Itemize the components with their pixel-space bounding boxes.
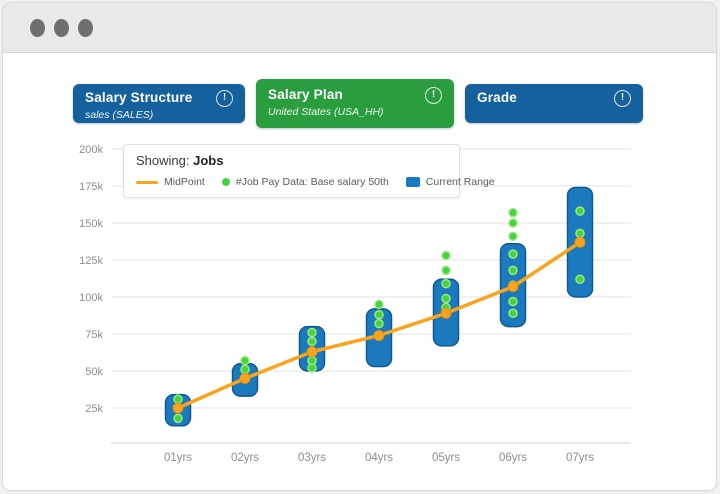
xtick-07yrs: 07yrs bbox=[566, 452, 594, 464]
legend-showing-title: Showing: Jobs bbox=[136, 153, 447, 168]
tab-salary-plan[interactable]: Salary Plan ! United States (USA_HH) bbox=[256, 79, 454, 128]
legend-item-current-range[interactable]: Current Range bbox=[405, 176, 495, 188]
ytick-175k: 175k bbox=[79, 181, 103, 193]
legend-label: #Job Pay Data: Base salary 50th bbox=[235, 176, 389, 188]
xtick-04yrs: 04yrs bbox=[365, 452, 393, 464]
info-icon[interactable]: ! bbox=[216, 90, 233, 107]
ytick-150k: 150k bbox=[79, 218, 103, 230]
pay-data-dot-swatch-icon bbox=[221, 178, 230, 186]
xtick-01yrs: 01yrs bbox=[164, 452, 192, 464]
window-dot-icon bbox=[54, 18, 69, 37]
pay-dot-05yrs-1[interactable] bbox=[441, 265, 451, 276]
info-icon[interactable]: ! bbox=[614, 90, 631, 107]
ytick-50k: 50k bbox=[85, 366, 103, 378]
legend-label: MidPoint bbox=[164, 176, 205, 188]
page-content: Salary Structure ! sales (SALES) Salary … bbox=[3, 53, 716, 490]
pay-dot-07yrs-1[interactable] bbox=[575, 228, 585, 239]
pay-dot-02yrs-0[interactable] bbox=[240, 355, 250, 366]
pay-dot-06yrs-4[interactable] bbox=[508, 265, 518, 276]
ytick-200k: 200k bbox=[79, 144, 103, 156]
midpoint-marker-07yrs[interactable] bbox=[574, 236, 586, 248]
midpoint-marker-06yrs[interactable] bbox=[507, 281, 519, 293]
ytick-125k: 125k bbox=[79, 255, 103, 267]
pay-dot-05yrs-0[interactable] bbox=[441, 250, 451, 261]
pay-dot-03yrs-1[interactable] bbox=[307, 336, 317, 347]
pay-dot-01yrs-2[interactable] bbox=[173, 413, 183, 424]
xtick-03yrs: 03yrs bbox=[298, 452, 326, 464]
pay-dot-07yrs-0[interactable] bbox=[575, 206, 585, 216]
salary-chart-area[interactable]: 25k 50k 75k 100k 125k 150k 175k 200k 01yrs 02yrs 0… bbox=[63, 141, 643, 481]
xtick-06yrs: 06yrs bbox=[499, 452, 527, 464]
pay-dot-04yrs-2[interactable] bbox=[374, 318, 384, 329]
pay-dot-04yrs-0[interactable] bbox=[374, 299, 384, 310]
chart-legend-card: Showing: Jobs MidPoint #Job Pay Data: Ba… bbox=[123, 144, 495, 198]
legend-label: Current Range bbox=[425, 176, 495, 188]
midpoint-line-swatch-icon bbox=[136, 180, 158, 184]
midpoint-marker-05yrs[interactable] bbox=[440, 307, 452, 319]
tab-title: Grade bbox=[477, 90, 518, 105]
tab-title: Salary Structure bbox=[85, 90, 193, 105]
pay-dot-06yrs-6[interactable] bbox=[508, 296, 518, 307]
window-dot-icon bbox=[30, 18, 45, 37]
info-icon[interactable]: ! bbox=[425, 87, 442, 104]
pay-dot-06yrs-1[interactable] bbox=[508, 218, 518, 228]
browser-chrome-bar bbox=[3, 3, 716, 53]
tab-grade[interactable]: Grade ! bbox=[465, 84, 643, 123]
tab-title: Salary Plan bbox=[268, 87, 343, 102]
legend-item-job-pay-data[interactable]: #Job Pay Data: Base salary 50th bbox=[221, 176, 389, 188]
salary-chart[interactable]: 25k 50k 75k 100k 125k 150k 175k 200k 01yrs 02yrs 0… bbox=[63, 141, 643, 481]
ytick-75k: 75k bbox=[85, 329, 103, 341]
window-dot-icon bbox=[78, 18, 93, 37]
pay-dot-07yrs-2[interactable] bbox=[575, 274, 585, 284]
legend-item-midpoint[interactable]: MidPoint bbox=[136, 176, 205, 188]
tab-subtitle: sales (SALES) bbox=[85, 109, 154, 121]
current-range-swatch-icon bbox=[405, 177, 420, 187]
pay-dot-05yrs-3[interactable] bbox=[441, 293, 451, 304]
ytick-25k: 25k bbox=[85, 403, 103, 415]
pay-dot-02yrs-1[interactable] bbox=[240, 364, 250, 375]
ytick-100k: 100k bbox=[79, 292, 103, 304]
pay-dot-05yrs-2[interactable] bbox=[441, 278, 451, 289]
pay-dot-03yrs-4[interactable] bbox=[307, 363, 317, 373]
pay-dot-06yrs-3[interactable] bbox=[508, 249, 518, 259]
midpoint-marker-01yrs[interactable] bbox=[172, 402, 184, 414]
browser-window: Salary Structure ! sales (SALES) Salary … bbox=[3, 3, 716, 490]
midpoint-marker-04yrs[interactable] bbox=[373, 329, 385, 341]
pay-dot-06yrs-2[interactable] bbox=[508, 231, 518, 242]
midpoint-marker-02yrs[interactable] bbox=[239, 372, 251, 384]
midpoint-marker-03yrs[interactable] bbox=[306, 346, 318, 358]
showing-label: Showing: bbox=[136, 153, 190, 168]
pay-dot-06yrs-0[interactable] bbox=[508, 207, 518, 218]
pay-dot-03yrs-0[interactable] bbox=[307, 327, 317, 338]
pay-dot-06yrs-7[interactable] bbox=[508, 308, 518, 319]
showing-value: Jobs bbox=[193, 153, 224, 168]
tab-subtitle: United States (USA_HH) bbox=[268, 106, 384, 118]
xtick-05yrs: 05yrs bbox=[432, 452, 460, 464]
xtick-02yrs: 02yrs bbox=[231, 452, 259, 464]
pay-dot-04yrs-1[interactable] bbox=[374, 310, 384, 320]
pay-dot-01yrs-0[interactable] bbox=[173, 394, 183, 404]
tab-salary-structure[interactable]: Salary Structure ! sales (SALES) bbox=[73, 84, 245, 123]
